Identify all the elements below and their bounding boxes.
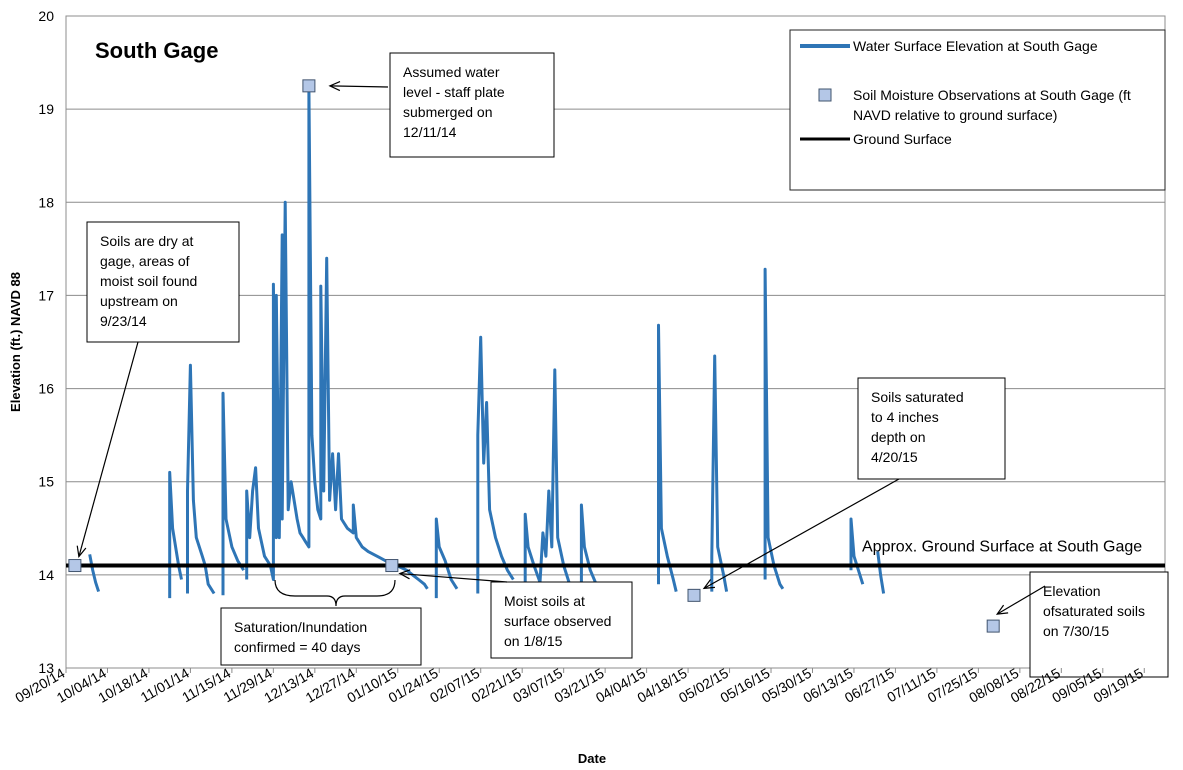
callout-soils-saturated-text: to 4 inches xyxy=(871,409,939,425)
callout-soils-dry-box xyxy=(86,221,240,343)
callout-arrow xyxy=(399,572,508,583)
callout-arrow-head xyxy=(398,569,411,580)
callout-arrow xyxy=(78,341,139,557)
callout-moist-soils-text: surface observed xyxy=(504,613,611,629)
ground-surface-label: Approx. Ground Surface at South Gage xyxy=(862,539,1142,556)
legend-ground-label: Ground Surface xyxy=(853,131,952,147)
annotation-layer: Soils are dry at gage, areas of moist soil… xyxy=(76,52,1169,678)
callout-arrow xyxy=(703,478,900,589)
callout-arrow-head xyxy=(995,604,1009,615)
water-surface-line xyxy=(579,503,598,589)
saturation-brace xyxy=(274,579,396,607)
callout-elevation-saturated-text: ofsaturated soils xyxy=(1043,603,1145,619)
soil-moisture-marker xyxy=(68,559,82,573)
y-tick-label: 18 xyxy=(38,194,54,210)
y-tick-label: 20 xyxy=(38,8,54,24)
callout-assumed-water-level-box xyxy=(389,52,555,158)
water-surface-line xyxy=(186,363,216,595)
y-axis-title: Elevation (ft.) NAVD 88 xyxy=(8,272,23,412)
water-surface-line xyxy=(245,84,429,590)
callout-soils-dry-text: moist soil found xyxy=(100,273,197,289)
water-surface-line xyxy=(763,267,785,590)
callout-soils-saturated-text: depth on xyxy=(871,429,926,445)
callout-soils-saturated-box xyxy=(857,377,1006,480)
water-surface-line xyxy=(876,551,886,594)
y-tick-label: 19 xyxy=(38,101,54,117)
callout-elevation-saturated-text: Elevation xyxy=(1043,583,1101,599)
callout-soils-dry-text: upstream on xyxy=(100,293,178,309)
callout-moist-soils-box xyxy=(490,581,633,659)
callout-soils-saturated-text: 4/20/15 xyxy=(871,449,918,465)
callout-assumed-water-level-text: Assumed water xyxy=(403,64,500,80)
callout-assumed-water-level-text: 12/11/14 xyxy=(403,124,457,140)
water-surface-line xyxy=(88,554,101,593)
callout-elevation-saturated-text: on 7/30/15 xyxy=(1043,623,1109,639)
svg-text:Soil Moisture Observations at: Soil Moisture Observations at South Gage… xyxy=(853,87,1135,123)
y-tick-label: 17 xyxy=(38,287,54,303)
callout-arrow-head xyxy=(702,579,716,590)
water-surface-line xyxy=(434,517,459,599)
water-surface-line xyxy=(221,391,245,596)
chart-title: South Gage xyxy=(95,38,218,63)
callout-elevation-saturated-box xyxy=(1029,571,1169,678)
callout-saturation-text: confirmed = 40 days xyxy=(234,639,360,655)
plot-border xyxy=(65,15,1166,669)
water-surface-line xyxy=(476,335,515,594)
water-surface-line xyxy=(657,323,678,592)
callout-moist-soils-text: Moist soils at xyxy=(504,593,585,609)
y-tick-label: 13 xyxy=(38,660,54,676)
callout-soils-dry-text: gage, areas of xyxy=(100,253,190,269)
callout-assumed-water-level-text: level - staff plate xyxy=(403,84,505,100)
plot-area xyxy=(65,15,1166,669)
callout-assumed-water-level-text: submerged on xyxy=(403,104,493,120)
legend: Water Surface Elevation at South Gage So… xyxy=(789,29,1166,191)
callout-arrow xyxy=(996,585,1046,615)
soil-moisture-marker xyxy=(986,619,1000,633)
callout-saturation-box xyxy=(220,607,422,666)
y-axis-ticks: 13 14 15 16 17 18 19 20 xyxy=(38,8,54,676)
callout-soils-saturated-text: Soils saturated xyxy=(871,389,964,405)
marker-layer xyxy=(68,79,1000,633)
x-axis-title: Date xyxy=(578,751,606,766)
series-layer xyxy=(88,84,886,599)
callout-arrow xyxy=(329,85,389,88)
callout-arrow-head xyxy=(76,545,87,558)
callout-moist-soils-text: on 1/8/15 xyxy=(504,633,563,649)
legend-soil-label: Soil Moisture Observations at South Gage… xyxy=(853,87,1131,103)
y-tick-label: 16 xyxy=(38,381,54,397)
water-surface-line xyxy=(849,517,865,585)
soil-moisture-marker xyxy=(687,588,701,602)
callout-saturation-text: Saturation/Inundation xyxy=(234,619,367,635)
callout-soils-dry-text: Soils are dry at xyxy=(100,233,193,249)
water-surface-line xyxy=(523,368,572,589)
legend-water-label: Water Surface Elevation at South Gage xyxy=(853,38,1098,54)
soil-moisture-marker xyxy=(385,559,399,573)
water-surface-line xyxy=(168,470,183,599)
callout-soils-dry-text: 9/23/14 xyxy=(100,313,147,329)
callout-arrow-head xyxy=(328,81,341,92)
legend-soil-swatch xyxy=(818,88,832,102)
y-tick-label: 15 xyxy=(38,474,54,490)
y-tick-label: 14 xyxy=(38,567,54,583)
soil-moisture-marker xyxy=(302,79,316,93)
